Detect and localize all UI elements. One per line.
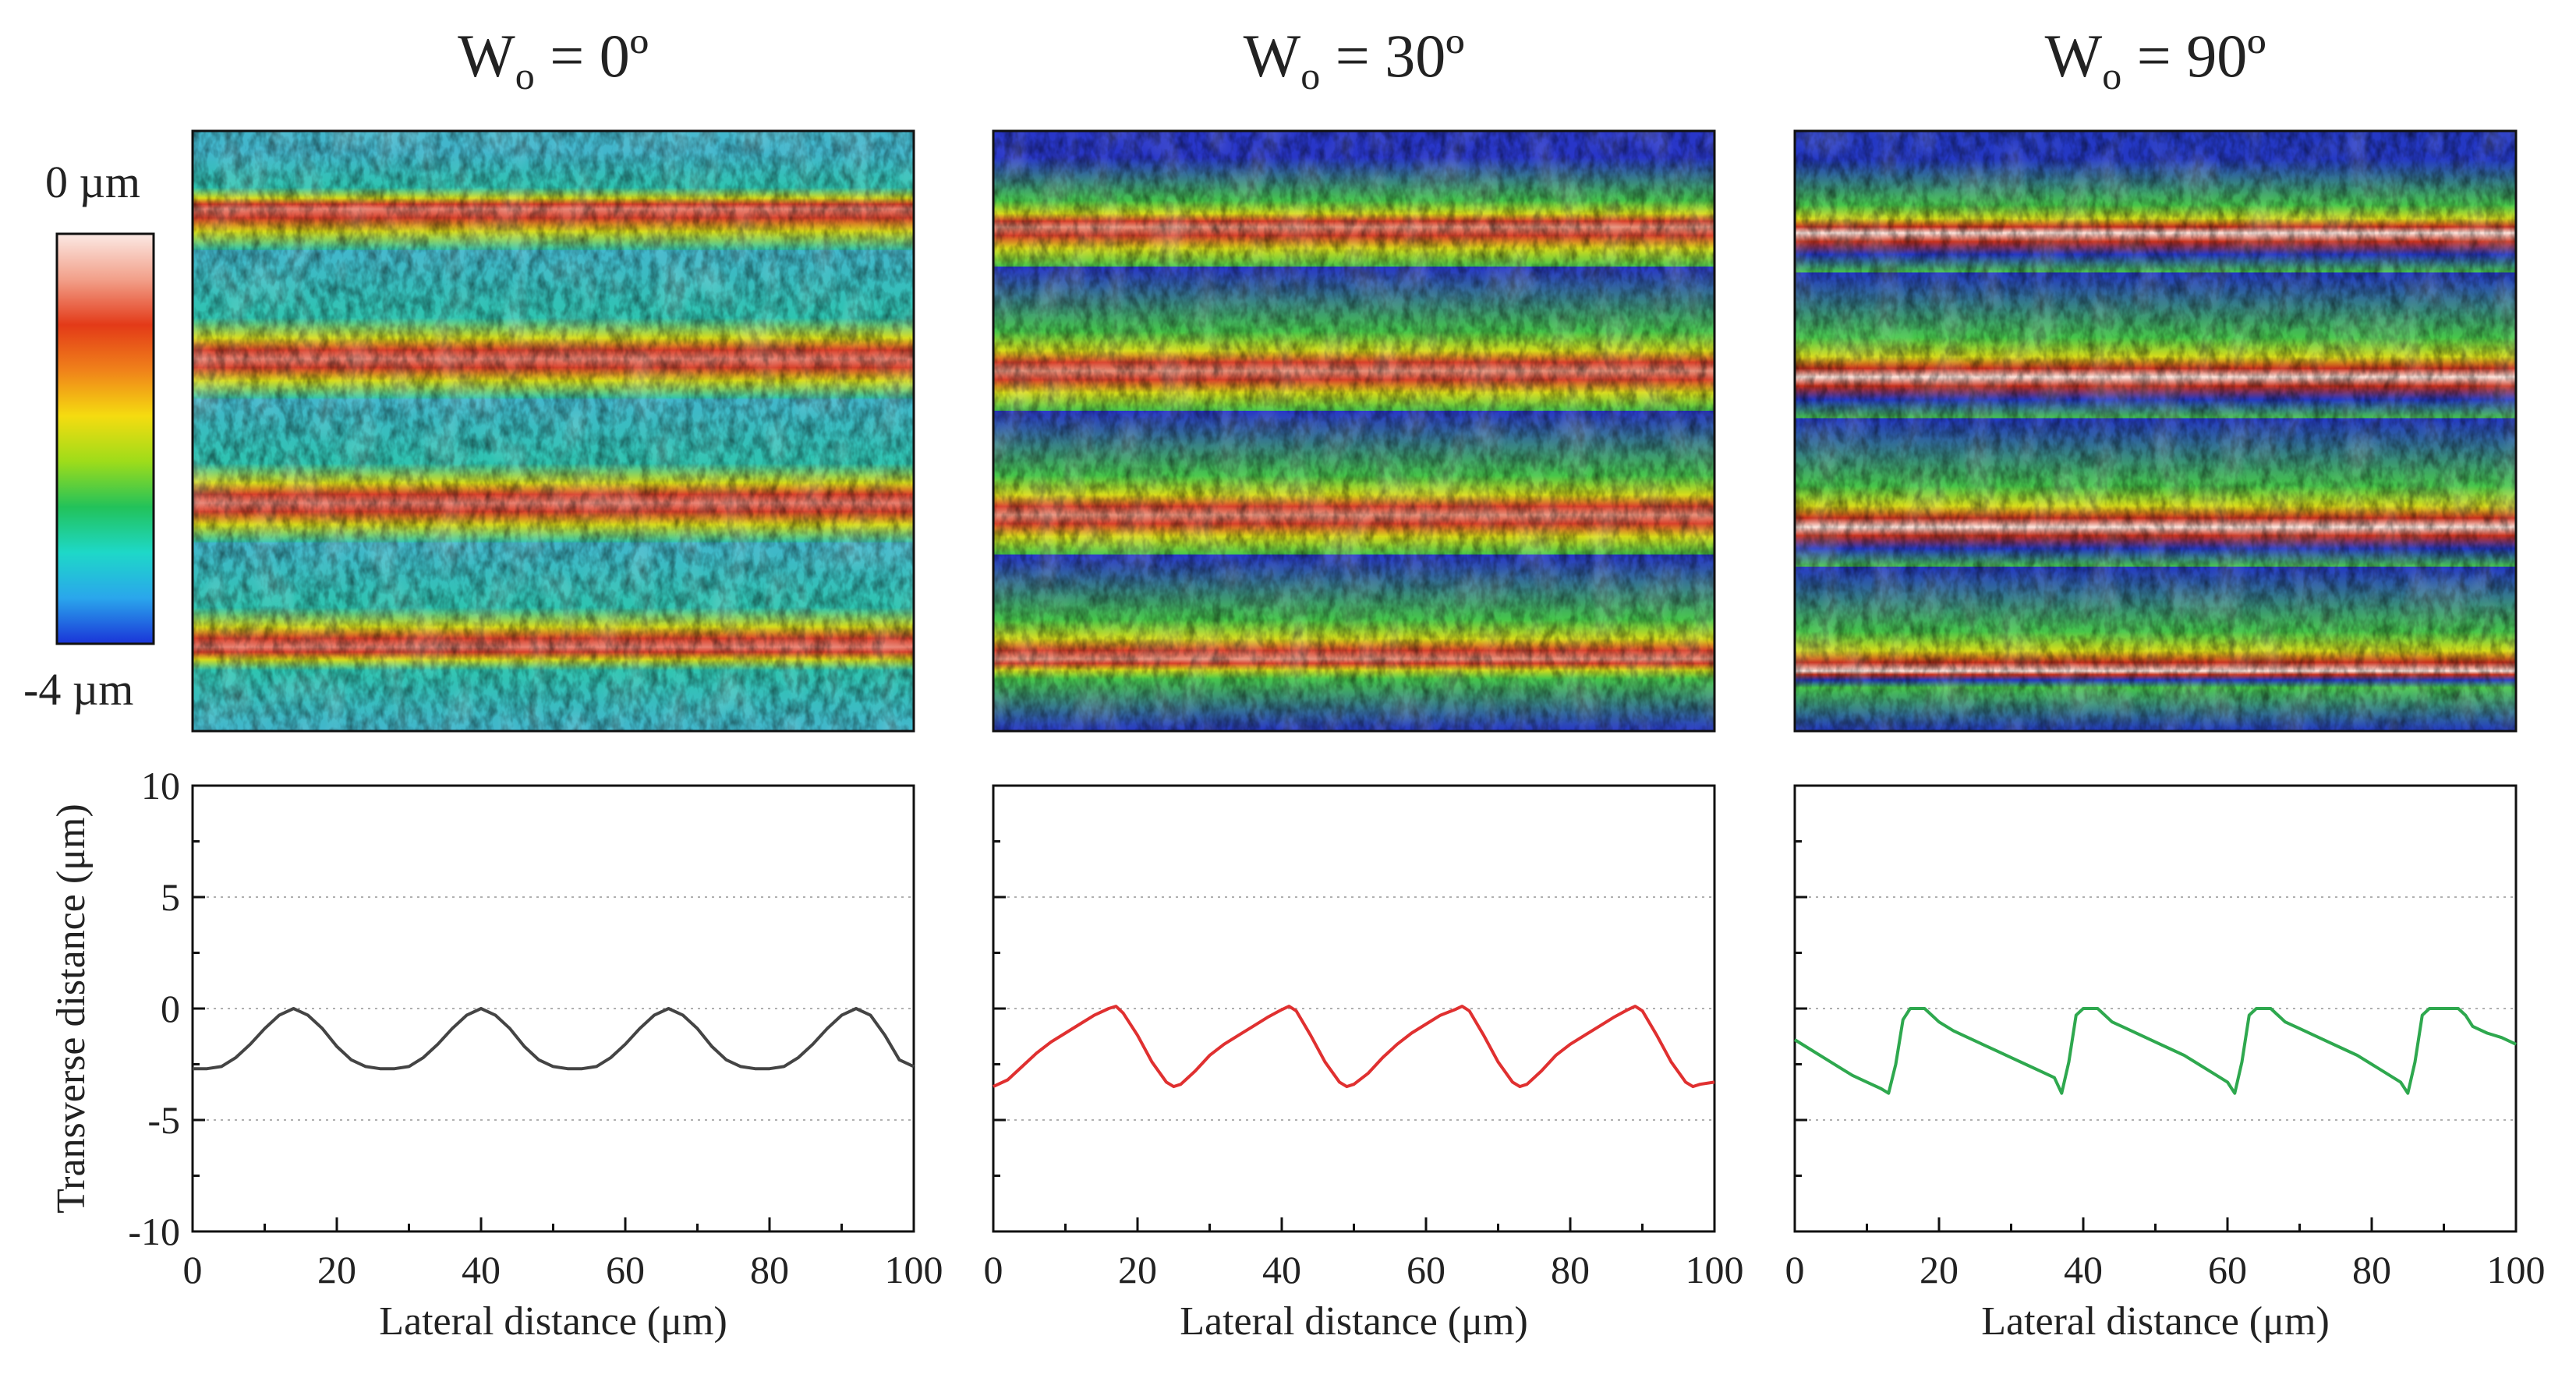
colorbar-bottom-label: -4 µm (23, 664, 133, 715)
chart-profile-90deg: 0 20 40 60 80 100 Lateral distance (μm) (1785, 784, 2546, 1344)
colorbar-top-label: 0 µm (45, 157, 140, 207)
colorbar: 0 µm -4 µm (23, 157, 155, 715)
plot-frame (191, 784, 915, 1233)
surface-map-1: Wo = 30º (992, 22, 1716, 733)
surface-maps: Wo = 0º Wo = 30º Wo = 90º (191, 22, 2518, 733)
x-tick-label: 0 (984, 1248, 1003, 1291)
x-tick-label: 60 (1407, 1248, 1445, 1291)
x-tick-label: 20 (1920, 1248, 1959, 1291)
x-tick-label: 40 (1262, 1248, 1301, 1291)
y-axis-label: Transverse distance (μm) (49, 804, 94, 1214)
x-tick-label: 20 (317, 1248, 356, 1291)
x-axis-label: Lateral distance (μm) (379, 1299, 727, 1344)
surface-map-2: Wo = 90º (1793, 22, 2518, 733)
profile-charts: 0 20 40 60 80 100 10 5 0 -5 -10 Lateral distance (μ… (49, 764, 2546, 1344)
y-tick-label: -5 (147, 1098, 180, 1142)
x-tick-label: 20 (1118, 1248, 1157, 1291)
chart-profile-0deg: 0 20 40 60 80 100 10 5 0 -5 -10 Lateral distance (μ… (49, 764, 943, 1344)
x-tick-label: 100 (2487, 1248, 2546, 1291)
x-axis-label: Lateral distance (μm) (1981, 1299, 2330, 1344)
x-tick-label: 80 (1551, 1248, 1590, 1291)
plot-frame (1793, 784, 2518, 1233)
series-line-profile-90deg (1793, 1007, 2517, 1095)
x-tick-label: 0 (1785, 1248, 1805, 1291)
x-tick-label: 60 (2208, 1248, 2247, 1291)
x-axis-label: Lateral distance (μm) (1180, 1299, 1528, 1344)
surface-map-0: Wo = 0º (191, 22, 915, 733)
x-tick-label: 40 (462, 1248, 501, 1291)
x-tick-label: 0 (183, 1248, 203, 1291)
chart-profile-30deg: 0 20 40 60 80 100 Lateral distance (μm) (984, 784, 1744, 1344)
map-frame-2 (1793, 129, 2518, 733)
y-tick-label: 0 (161, 987, 180, 1030)
x-tick-label: 60 (606, 1248, 645, 1291)
y-tick-label: -10 (128, 1210, 180, 1253)
y-tick-label: 5 (161, 875, 180, 919)
series-line-profile-0deg (193, 1007, 915, 1071)
map-title-2: Wo = 90º (2045, 22, 2266, 97)
colorbar-bar (55, 232, 155, 645)
map-frame-0 (191, 129, 915, 733)
y-tick-label: 10 (141, 764, 180, 807)
map-frame-1 (992, 129, 1716, 733)
x-tick-label: 100 (885, 1248, 943, 1291)
x-tick-label: 80 (2352, 1248, 2391, 1291)
series-line-profile-30deg (993, 1005, 1715, 1089)
map-title-0: Wo = 0º (458, 22, 649, 97)
x-tick-label: 80 (750, 1248, 789, 1291)
map-title-1: Wo = 30º (1244, 22, 1465, 97)
x-tick-label: 40 (2064, 1248, 2103, 1291)
x-tick-label: 100 (1686, 1248, 1744, 1291)
plot-frame (992, 784, 1716, 1233)
